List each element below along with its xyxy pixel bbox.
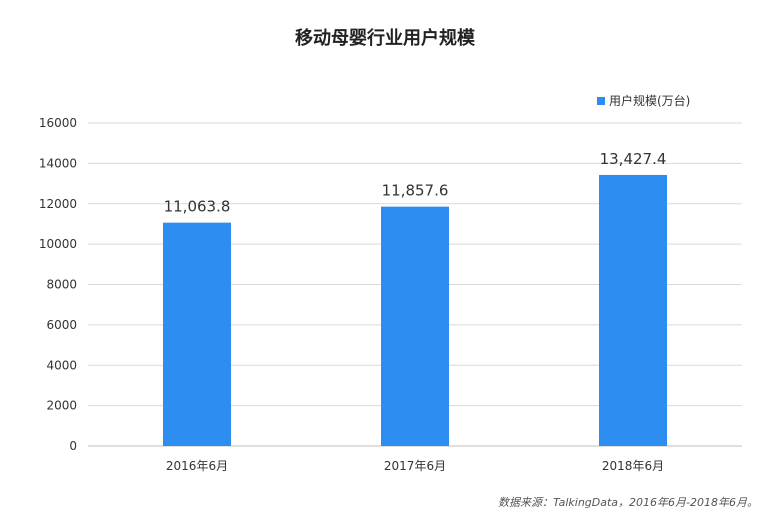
data-label: 11,063.8 [164,198,231,216]
bar [599,174,667,446]
y-tick-label: 4000 [46,358,77,372]
y-tick-label: 8000 [46,278,77,292]
chart-title: 移动母婴行业用户规模 [295,27,476,49]
y-tick-label: 10000 [39,237,77,251]
source-note: 数据来源：TalkingData，2016年6月-2018年6月。 [498,496,758,509]
y-tick-label: 0 [69,439,77,453]
y-tick-label: 6000 [46,318,77,332]
legend: 用户规模(万台) [597,93,690,108]
data-label: 13,427.4 [600,150,667,168]
x-axis: 2016年6月 2017年6月 2018年6月 [166,459,664,473]
bar [163,222,231,446]
y-tick-label: 2000 [46,399,77,413]
x-tick-label: 2017年6月 [384,459,446,473]
bar [381,206,449,446]
y-axis: 0 2000 4000 6000 8000 10000 12000 14000 16000 [39,116,77,453]
y-tick-label: 14000 [39,156,77,170]
legend-label: 用户规模(万台) [609,93,690,108]
data-label: 11,857.6 [382,182,449,200]
legend-swatch [597,97,605,105]
x-tick-label: 2016年6月 [166,459,228,473]
y-tick-label: 12000 [39,197,77,211]
x-tick-label: 2018年6月 [602,459,664,473]
bars: 11,063.8 11,857.6 13,427.4 [163,150,667,446]
y-tick-label: 16000 [39,116,77,130]
